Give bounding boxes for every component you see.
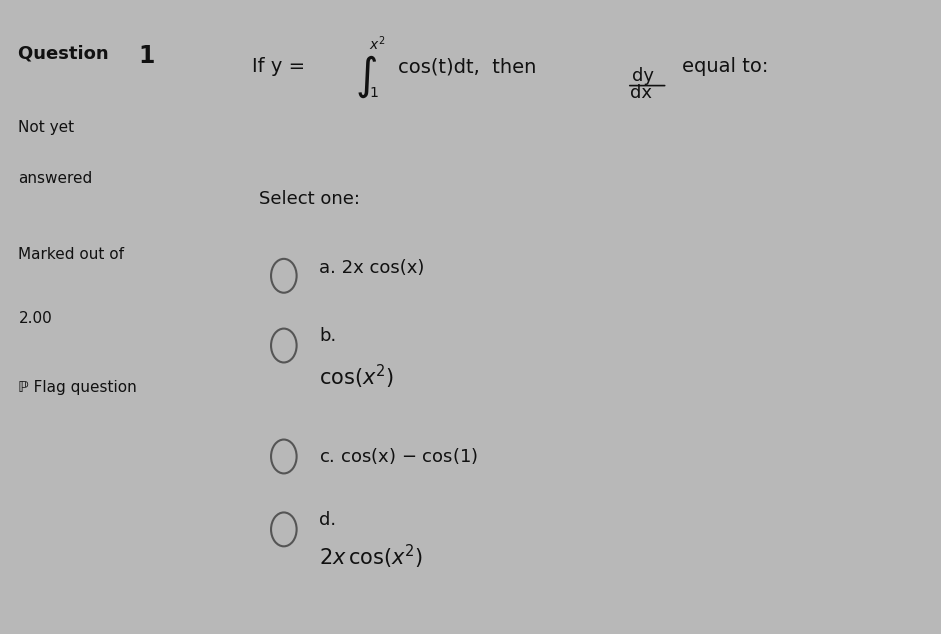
Text: Not yet: Not yet <box>19 120 74 136</box>
Text: Question: Question <box>19 44 116 62</box>
Text: 2.00: 2.00 <box>19 311 52 326</box>
Text: Marked out of: Marked out of <box>19 247 124 262</box>
Text: Select one:: Select one: <box>259 190 360 208</box>
Text: b.: b. <box>319 327 337 345</box>
Text: a. 2x cos(x): a. 2x cos(x) <box>319 259 424 276</box>
Text: cos(t)dt,  then: cos(t)dt, then <box>397 57 535 76</box>
Text: If y =: If y = <box>252 57 305 76</box>
Text: c. cos(x) $-$ cos(1): c. cos(x) $-$ cos(1) <box>319 446 478 467</box>
Text: $2x\,\cos(x^2)$: $2x\,\cos(x^2)$ <box>319 543 423 571</box>
Text: 1: 1 <box>138 44 154 68</box>
Text: ℙ Flag question: ℙ Flag question <box>19 380 137 396</box>
Text: dx: dx <box>630 84 652 101</box>
Text: d.: d. <box>319 511 337 529</box>
Text: equal to:: equal to: <box>681 57 768 76</box>
Text: dy: dy <box>632 67 654 84</box>
Text: $x^2$: $x^2$ <box>369 35 386 53</box>
Text: $\cos(x^2)$: $\cos(x^2)$ <box>319 363 394 391</box>
Text: 1: 1 <box>369 86 378 100</box>
Text: answered: answered <box>19 171 93 186</box>
Text: $\int$: $\int$ <box>355 54 377 100</box>
